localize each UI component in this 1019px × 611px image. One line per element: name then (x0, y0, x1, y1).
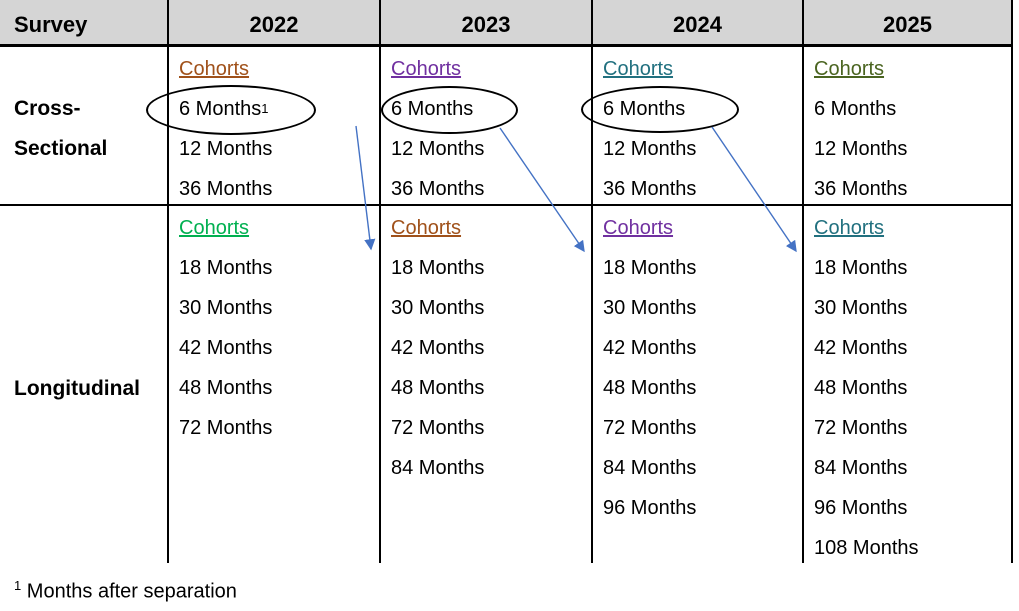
month-item: 42 Months (603, 336, 697, 359)
longitudinal-column-2025: Cohorts 18 Months 30 Months 42 Months 48 Mo… (814, 208, 919, 568)
cohorts-link[interactable]: Cohorts (603, 57, 674, 80)
month-item: 84 Months (814, 456, 908, 479)
month-item: 96 Months (603, 496, 697, 519)
month-item: 42 Months (179, 336, 273, 359)
month-item: 36 Months (391, 177, 485, 200)
month-item: 72 Months (603, 416, 697, 439)
header-years: 2022 2023 2024 2025 (168, 0, 1012, 45)
month-item: 30 Months (179, 296, 273, 319)
month-item: 36 Months (179, 177, 273, 200)
month-item: 42 Months (814, 336, 908, 359)
month-item: 30 Months (603, 296, 697, 319)
longitudinal-column-2024: Cohorts 18 Months 30 Months 42 Months 48 Mo… (603, 208, 696, 528)
column-divider (591, 0, 593, 563)
row-label-cross-sectional: Cross- Sectional (14, 97, 108, 160)
month-item: 12 Months (814, 137, 908, 160)
month-item: 72 Months (391, 416, 485, 439)
month-item: 84 Months (603, 456, 697, 479)
cohorts-link[interactable]: Cohorts (814, 216, 885, 239)
month-item: 30 Months (391, 296, 485, 319)
ellipse-annotation-2024 (581, 86, 739, 133)
header-cell-survey: Survey (14, 11, 88, 37)
cohorts-link[interactable]: Cohorts (179, 216, 250, 239)
month-item: 12 Months (603, 137, 697, 160)
longitudinal-column-2023: Cohorts 18 Months 30 Months 42 Months 48 Mo… (391, 208, 484, 488)
cohorts-link[interactable]: Cohorts (603, 216, 674, 239)
longitudinal-column-2022: Cohorts 18 Months 30 Months 42 Months 48 Mo… (179, 208, 272, 448)
column-divider (167, 0, 169, 563)
month-item: 96 Months (814, 496, 908, 519)
month-item: 36 Months (814, 177, 908, 200)
header-cell-year: 2023 (461, 11, 511, 37)
cohorts-link[interactable]: Cohorts (391, 216, 462, 239)
month-item: 48 Months (179, 376, 273, 399)
header-bottom-border (0, 44, 1013, 47)
month-item: 18 Months (179, 256, 273, 279)
cohorts-link[interactable]: Cohorts (179, 57, 250, 80)
month-item: 12 Months (391, 137, 485, 160)
header-cell-year: 2022 (249, 11, 299, 37)
month-item: 108 Months (814, 536, 919, 559)
arrow-2022-to-2023 (355, 125, 376, 251)
month-item: 48 Months (391, 376, 485, 399)
cross-sectional-column-2025: Cohorts 6 Months 12 Months 36 Months (814, 49, 907, 209)
arrow-2023-to-2024 (499, 127, 585, 253)
month-item: 48 Months (603, 376, 697, 399)
ellipse-annotation-2022 (146, 85, 316, 135)
month-item: 72 Months (814, 416, 908, 439)
header-cell-year: 2024 (673, 11, 722, 37)
footnote-text: Months after separation (26, 580, 237, 603)
month-item: 18 Months (391, 256, 485, 279)
cohorts-link[interactable]: Cohorts (391, 57, 462, 80)
arrow-2024-to-2025 (711, 126, 797, 253)
footnote-marker: 1 (14, 578, 22, 593)
column-divider (379, 0, 381, 563)
six-months-item: 6 Months (814, 97, 897, 120)
footnote: 1 Months after separation (14, 578, 237, 604)
ellipse-annotation-2023 (381, 86, 518, 134)
cohorts-link[interactable]: Cohorts (814, 57, 885, 80)
month-item: 84 Months (391, 456, 485, 479)
month-item: 42 Months (391, 336, 485, 359)
column-divider (802, 0, 804, 563)
table-header-row: Survey 2022 2023 2024 2025 (0, 0, 1012, 45)
table-right-border (1011, 0, 1013, 563)
month-item: 72 Months (179, 416, 273, 439)
header-cell-year: 2025 (883, 11, 932, 37)
month-item: 30 Months (814, 296, 908, 319)
month-item: 18 Months (603, 256, 697, 279)
month-item: 36 Months (603, 177, 697, 200)
month-item: 48 Months (814, 376, 908, 399)
month-item: 12 Months (179, 137, 273, 160)
row-label-longitudinal: Longitudinal (14, 377, 140, 400)
month-item: 18 Months (814, 256, 908, 279)
